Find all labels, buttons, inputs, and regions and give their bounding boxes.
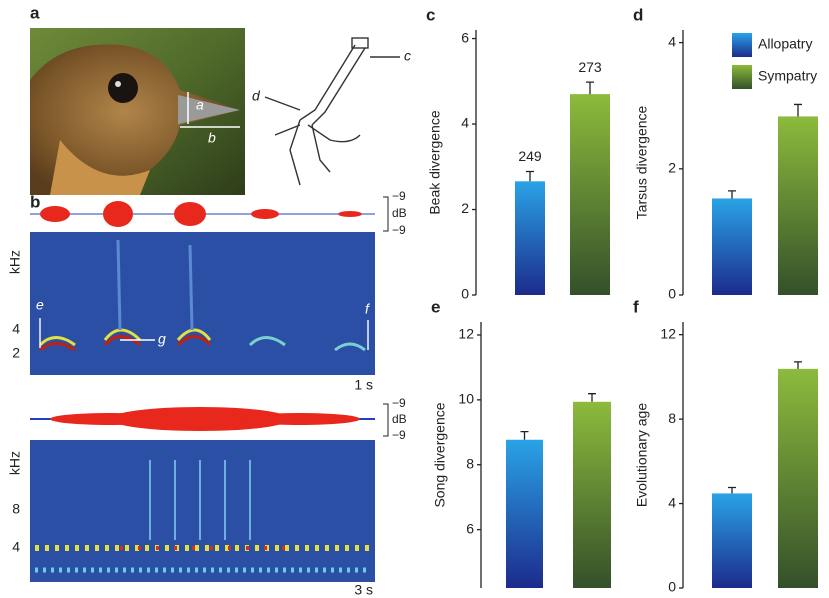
- y-tick-label: 4: [461, 115, 469, 131]
- amp-unit: dB: [392, 412, 407, 426]
- spectrogram: [30, 440, 375, 582]
- error-bar: [586, 82, 594, 94]
- error-bar: [728, 191, 736, 199]
- waveform: [30, 407, 375, 431]
- y-axis-label: Evolutionary age: [634, 403, 650, 508]
- amp-label: −9: [392, 428, 406, 442]
- y-tick-label: 0: [668, 286, 676, 302]
- time-label: 3 s: [354, 582, 373, 598]
- amp-label: −9: [392, 223, 406, 237]
- y-tick-label: 2: [461, 200, 469, 216]
- y-tick-label: 4: [668, 494, 676, 510]
- y-tick-label: 4: [668, 33, 676, 49]
- call-label: g: [158, 331, 166, 347]
- y-tick-label: 12: [660, 325, 676, 341]
- y-tick-label: 8: [668, 410, 676, 426]
- panel-letter: b: [30, 192, 40, 211]
- y-tick-label: 8: [12, 501, 20, 517]
- legend-swatch: [732, 33, 752, 57]
- y-tick-label: 2: [12, 345, 20, 361]
- bar: [778, 116, 818, 295]
- bar: [712, 493, 752, 588]
- y-tick-label: 2: [668, 160, 676, 176]
- y-axis-label: Song divergence: [432, 402, 448, 507]
- y-tick-label: 6: [466, 520, 474, 536]
- bar: [515, 181, 545, 295]
- amp-label: −9: [392, 189, 406, 203]
- foot-drawing: [265, 38, 400, 185]
- y-tick-label: 4: [12, 539, 20, 555]
- measure-label: a: [196, 97, 204, 113]
- time-label: 1 s: [354, 377, 373, 393]
- error-bar: [794, 104, 802, 116]
- y-tick-label: 10: [458, 391, 474, 407]
- amp-bracket: [383, 404, 388, 436]
- measure-label: c: [404, 48, 411, 64]
- y-axis-label: Beak divergence: [427, 110, 443, 215]
- n-label: 273: [578, 59, 602, 75]
- bar: [506, 440, 543, 588]
- bird-photo: [30, 28, 245, 195]
- panel-letter: c: [426, 5, 435, 24]
- call-label: e: [36, 297, 44, 313]
- legend-label: Sympatry: [758, 68, 817, 84]
- spectrogram: [30, 232, 375, 375]
- bar: [573, 402, 611, 588]
- y-tick-label: 4: [12, 321, 20, 337]
- y-axis-label: kHz: [7, 250, 23, 274]
- y-tick-label: 0: [668, 579, 676, 595]
- figure: a a b c d b −9 dB −9: [0, 0, 829, 598]
- bar: [570, 94, 610, 295]
- error-bar: [526, 171, 534, 181]
- y-tick-label: 12: [458, 326, 474, 342]
- panel-letter: e: [431, 297, 440, 316]
- bar: [712, 198, 752, 295]
- legend-swatch: [732, 65, 752, 89]
- waveform: [30, 201, 375, 227]
- y-axis-label: kHz: [7, 451, 23, 475]
- legend-label: Allopatry: [758, 36, 812, 52]
- amp-bracket: [383, 197, 388, 231]
- n-label: 249: [518, 148, 542, 164]
- measure-label: b: [208, 130, 216, 146]
- error-bar: [728, 488, 736, 494]
- error-bar: [794, 362, 802, 369]
- error-bar: [521, 432, 529, 440]
- panel-letter: d: [633, 5, 643, 24]
- y-tick-label: 0: [461, 286, 469, 302]
- bar: [778, 369, 818, 588]
- y-tick-label: 8: [466, 455, 474, 471]
- measure-label: d: [252, 88, 261, 104]
- y-tick-label: 6: [461, 29, 469, 45]
- error-bar: [588, 394, 596, 402]
- y-axis-label: Tarsus divergence: [634, 105, 650, 219]
- panel-letter: f: [633, 297, 639, 316]
- panel-letter: a: [30, 3, 40, 22]
- amp-unit: dB: [392, 206, 407, 220]
- amp-label: −9: [392, 396, 406, 410]
